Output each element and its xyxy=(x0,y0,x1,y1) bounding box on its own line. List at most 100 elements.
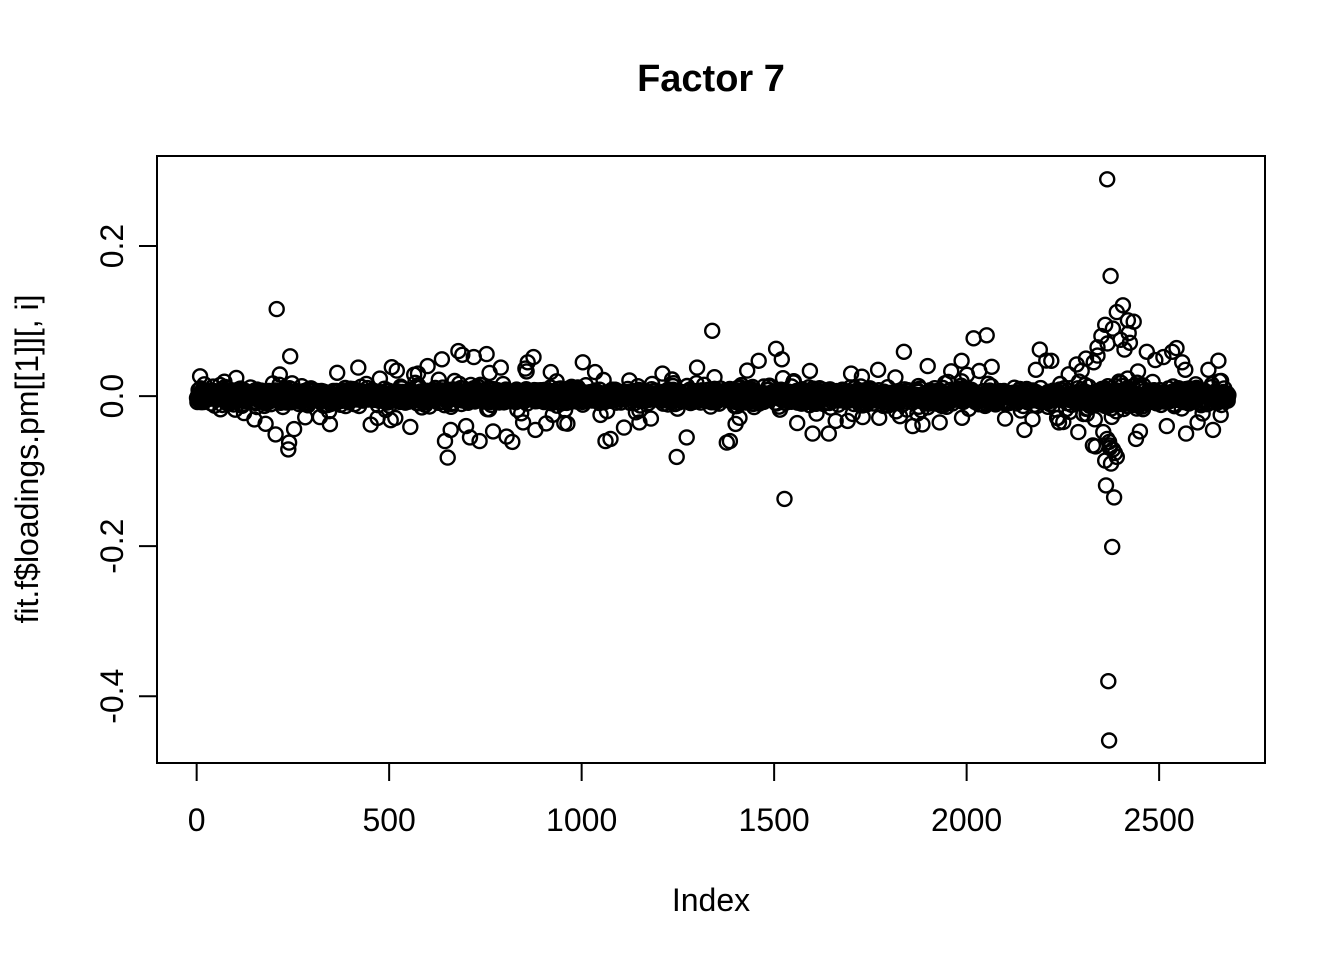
y-tick-label: -0.2 xyxy=(94,519,130,574)
data-point xyxy=(1177,361,1194,378)
data-point xyxy=(919,357,936,375)
data-point xyxy=(1096,316,1114,333)
data-point xyxy=(895,343,913,360)
data-point xyxy=(574,354,591,371)
data-point xyxy=(1129,363,1147,380)
data-point xyxy=(1060,366,1077,383)
data-point xyxy=(887,369,904,386)
chart-title: Factor 7 xyxy=(637,58,785,100)
data-point xyxy=(1177,425,1195,442)
data-point xyxy=(1173,354,1191,371)
x-axis-label: Index xyxy=(671,882,751,918)
data-point xyxy=(853,368,871,385)
data-point xyxy=(904,417,921,435)
data-point xyxy=(739,362,756,379)
data-point xyxy=(246,411,263,428)
data-point xyxy=(267,426,284,443)
data-point xyxy=(504,433,521,451)
data-point xyxy=(271,366,288,383)
data-point xyxy=(1131,423,1149,440)
data-point xyxy=(1120,324,1137,342)
data-point xyxy=(727,415,744,433)
data-point xyxy=(542,363,559,381)
y-tick-label: -0.4 xyxy=(94,669,130,724)
data-point xyxy=(943,363,960,380)
data-point xyxy=(721,432,739,450)
data-point xyxy=(388,362,405,379)
data-point xyxy=(282,348,299,365)
data-point xyxy=(804,425,821,442)
data-point xyxy=(776,490,793,508)
data-point xyxy=(1085,354,1102,371)
data-point xyxy=(329,364,346,381)
data-point xyxy=(1138,343,1156,360)
data-point xyxy=(1105,489,1123,506)
data-point xyxy=(1093,327,1110,345)
data-point xyxy=(1027,361,1045,378)
data-point xyxy=(654,365,671,382)
data-point xyxy=(461,429,479,446)
data-point xyxy=(996,410,1014,427)
data-point xyxy=(978,327,995,344)
data-point xyxy=(642,410,660,427)
data-point xyxy=(586,363,604,381)
data-point xyxy=(1220,386,1237,404)
data-point xyxy=(965,330,982,347)
data-point xyxy=(914,416,931,433)
data-point xyxy=(854,408,871,426)
data-point xyxy=(1204,421,1222,439)
data-point xyxy=(1158,417,1176,435)
data-point xyxy=(704,322,721,339)
data-point xyxy=(1210,352,1227,369)
data-point xyxy=(1100,732,1118,749)
y-tick-label: 0.0 xyxy=(94,374,130,418)
data-point xyxy=(668,448,685,466)
plot-box xyxy=(156,155,1266,764)
data-point xyxy=(842,365,860,382)
data-point xyxy=(419,357,436,375)
data-point xyxy=(801,362,819,380)
data-point xyxy=(311,408,329,426)
data-point xyxy=(471,432,488,450)
data-point xyxy=(602,430,619,448)
data-point xyxy=(773,351,790,368)
data-point xyxy=(439,449,456,466)
data-point xyxy=(615,419,633,436)
data-point xyxy=(1097,477,1115,494)
y-tick-label: 0.2 xyxy=(94,224,130,268)
x-tick-label: 500 xyxy=(362,802,415,838)
data-point xyxy=(688,359,706,376)
data-point xyxy=(750,352,767,369)
data-point xyxy=(350,359,367,376)
data-point xyxy=(387,409,404,427)
data-point xyxy=(1147,351,1164,369)
data-point xyxy=(285,420,303,438)
data-point xyxy=(514,414,532,431)
x-tick-label: 0 xyxy=(188,802,206,838)
data-point xyxy=(1121,334,1139,351)
data-point xyxy=(1189,414,1206,431)
data-point xyxy=(1043,352,1060,369)
data-point xyxy=(369,409,386,427)
x-tick-label: 2500 xyxy=(1124,802,1195,838)
data-point xyxy=(789,414,806,432)
data-point xyxy=(820,425,837,442)
data-point xyxy=(280,441,297,458)
data-point xyxy=(1016,421,1033,439)
data-point xyxy=(1163,343,1181,360)
data-point xyxy=(827,412,844,430)
data-point xyxy=(1098,171,1116,188)
x-tick-label: 1500 xyxy=(739,802,810,838)
data-point xyxy=(525,348,542,366)
data-points xyxy=(188,171,1237,749)
data-point xyxy=(433,351,451,368)
data-point xyxy=(1100,673,1117,690)
data-point xyxy=(1089,339,1106,356)
data-point xyxy=(1104,320,1122,337)
data-point xyxy=(983,358,1000,375)
data-point xyxy=(931,414,948,431)
data-point xyxy=(1077,350,1095,367)
data-point xyxy=(1102,267,1119,285)
